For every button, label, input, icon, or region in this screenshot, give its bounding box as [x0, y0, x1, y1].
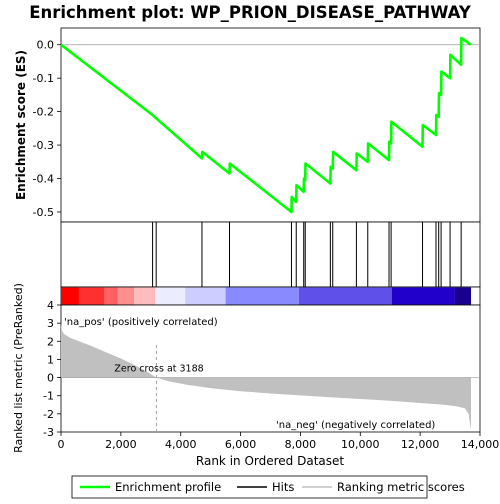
x-tick-label: 2,000 [105, 438, 137, 451]
metric-y-ticks: 4 3 2 1 0 -1 -2 -3 [43, 299, 61, 439]
enrichment-profile-line [60, 36, 472, 214]
x-axis: 0 2,000 4,000 6,000 8,000 10,000 12,000 14,000 [58, 432, 500, 451]
hits-plot-area [60, 221, 481, 288]
es-y-axis-label: Enrichment score (ES) [14, 50, 28, 200]
heat-bar-segment [104, 287, 118, 305]
heat-bar-segment [225, 287, 299, 305]
legend-hits-label: Hits [272, 480, 294, 494]
heat-bar-segment [155, 287, 186, 305]
chart-title: Enrichment plot: WP_PRION_DISEASE_PATHWA… [29, 3, 472, 22]
legend-enrichment-profile-label: Enrichment profile [115, 480, 221, 494]
x-tick-label: 10,000 [341, 438, 380, 451]
x-tick-label: 0 [58, 438, 65, 451]
ranking-metric-area [61, 323, 471, 431]
zero-cross-label: Zero cross at 3188 [114, 364, 203, 375]
metric-y-tick-label: -2 [43, 408, 54, 421]
x-axis-label: Rank in Ordered Dataset [196, 454, 344, 468]
es-y-tick-label: -0.4 [33, 173, 54, 186]
metric-y-tick-label: -1 [43, 390, 54, 403]
heat-bar-segment [185, 287, 226, 305]
enrichment-score-panel: 0.0 -0.1 -0.2 -0.3 -0.4 -0.5 Enrichment score… [14, 27, 481, 223]
x-tick-label: 4,000 [165, 438, 197, 451]
es-y-tick-label: -0.2 [33, 106, 54, 119]
ranking-heat-bar [60, 286, 481, 306]
metric-y-tick-label: -3 [43, 426, 54, 439]
hit-marks [152, 222, 462, 287]
es-plot-area [60, 27, 481, 223]
heat-bar-segment [134, 287, 156, 305]
heat-bar-segment [78, 287, 105, 305]
es-y-tick-label: -0.1 [33, 72, 54, 85]
legend-ranking-metric-label: Ranking metric scores [337, 480, 465, 494]
x-tick-label: 12,000 [401, 438, 440, 451]
heat-bar-segment [61, 287, 79, 305]
metric-y-tick-label: 1 [47, 353, 54, 366]
metric-y-tick-label: 4 [47, 299, 54, 312]
x-tick-label: 14,000 [461, 438, 500, 451]
ranked-metric-panel: Zero cross at 3188 'na_pos' (positively … [12, 283, 481, 453]
heat-bar-segment [298, 287, 392, 305]
metric-y-tick-label: 2 [47, 335, 54, 348]
positive-correlation-label: 'na_pos' (positively correlated) [64, 317, 218, 328]
es-y-ticks: 0.0 -0.1 -0.2 -0.3 -0.4 -0.5 [33, 39, 61, 219]
metric-y-tick-label: 3 [47, 317, 54, 330]
hits-panel [60, 221, 481, 288]
heat-bar-segments [61, 287, 472, 305]
metric-y-axis-label: Ranked list metric (PreRanked) [12, 283, 25, 453]
metric-y-tick-label: 0 [47, 372, 54, 385]
es-y-tick-label: -0.5 [33, 206, 54, 219]
x-tick-label: 8,000 [285, 438, 317, 451]
heat-bar-segment [117, 287, 135, 305]
heat-bar-segment [454, 287, 472, 305]
es-y-tick-label: 0.0 [37, 39, 55, 52]
x-tick-label: 6,000 [225, 438, 257, 451]
legend: Enrichment profile Hits Ranking metric s… [71, 475, 465, 499]
negative-correlation-label: 'na_neg' (negatively correlated) [276, 420, 435, 431]
es-y-tick-label: -0.3 [33, 139, 54, 152]
heat-bar-segment [391, 287, 455, 305]
